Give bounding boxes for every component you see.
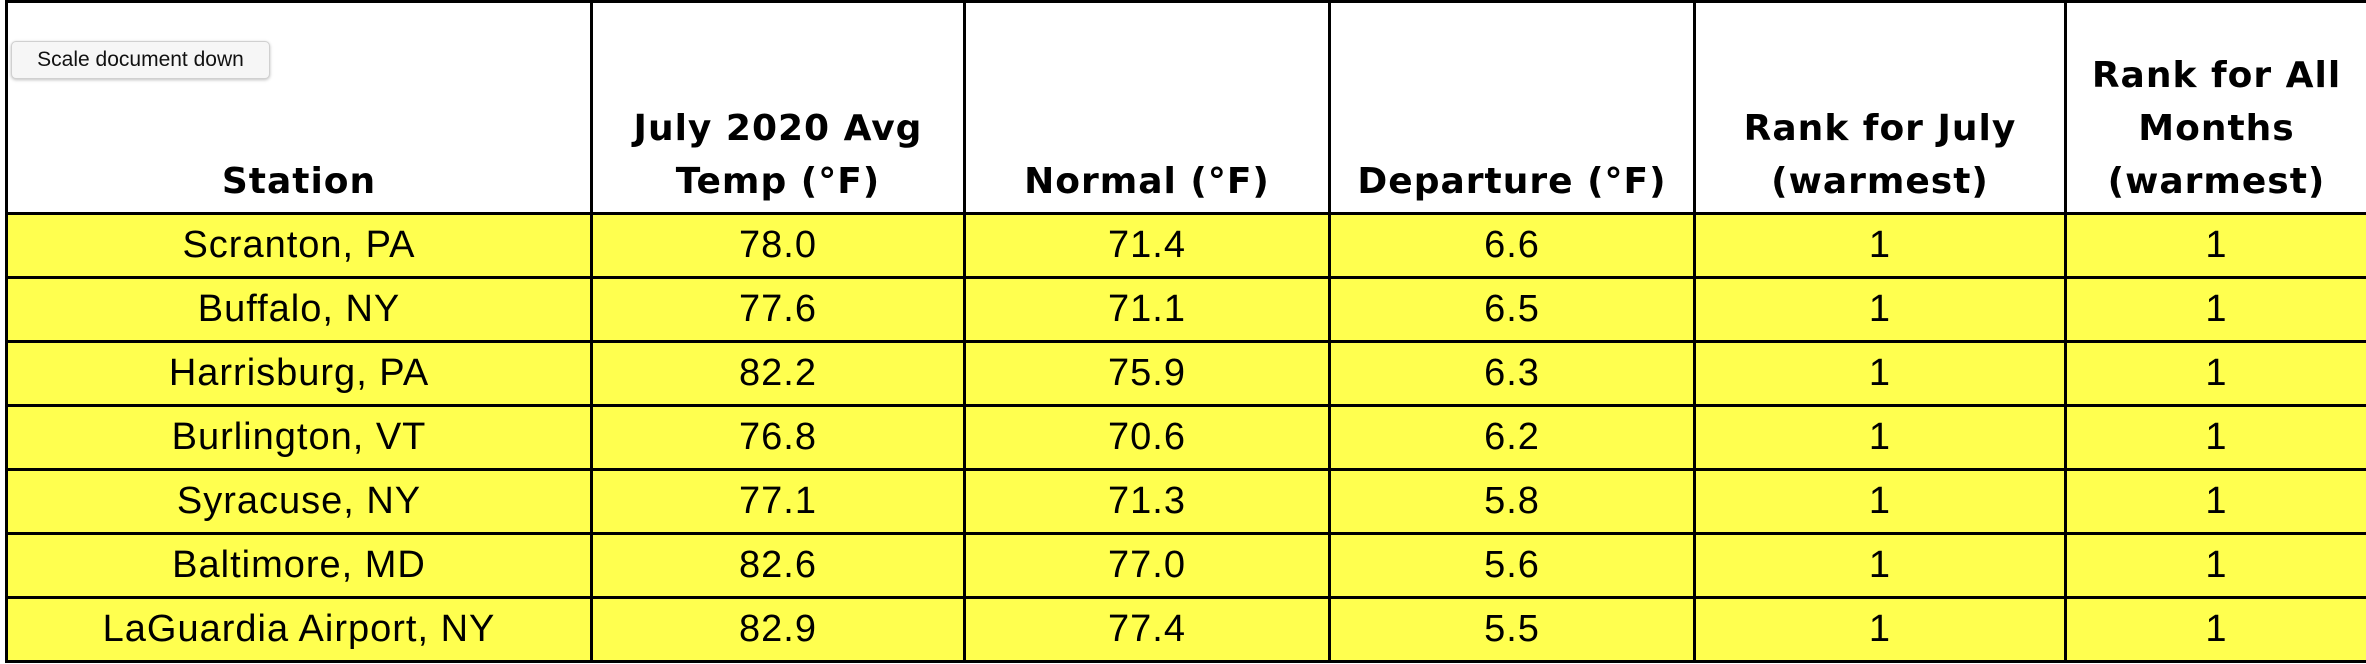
table-cell: 77.1: [590, 468, 966, 535]
table-body: Scranton, PA 78.0 71.4 6.6 1 1 Buffalo, NY 77.6…: [5, 212, 2366, 663]
table-cell: Burlington, VT: [5, 404, 593, 471]
table-row: Buffalo, NY 77.6 71.1 6.5 1 1: [5, 276, 2366, 343]
table-cell: 71.3: [963, 468, 1331, 535]
table-cell: 5.6: [1328, 532, 1696, 599]
table-cell: 5.5: [1328, 596, 1696, 663]
table-cell: 82.2: [590, 340, 966, 407]
scale-button[interactable]: Scale document down: [11, 41, 270, 79]
table-cell: 1: [2064, 468, 2366, 535]
table-cell: Buffalo, NY: [5, 276, 593, 343]
table-cell: 1: [1693, 340, 2067, 407]
table-cell: 70.6: [963, 404, 1331, 471]
table-cell: 1: [1693, 276, 2067, 343]
table-row: Scranton, PA 78.0 71.4 6.6 1 1: [5, 212, 2366, 279]
table-cell: 1: [1693, 596, 2067, 663]
table-cell: 77.0: [963, 532, 1331, 599]
table-cell: Harrisburg, PA: [5, 340, 593, 407]
table-cell: 1: [2064, 212, 2366, 279]
data-table: Station July 2020 Avg Temp (°F) Normal (°F…: [5, 0, 2366, 663]
table-cell: 75.9: [963, 340, 1331, 407]
header-cell: Departure (°F): [1328, 0, 1696, 215]
table-row: Harrisburg, PA 82.2 75.9 6.3 1 1: [5, 340, 2366, 407]
table-cell: Syracuse, NY: [5, 468, 593, 535]
table-cell: 78.0: [590, 212, 966, 279]
table-cell: 6.6: [1328, 212, 1696, 279]
header-cell: Rank for All Months (warmest): [2064, 0, 2366, 215]
header-cell: Normal (°F): [963, 0, 1331, 215]
table-cell: 82.6: [590, 532, 966, 599]
table-cell: 1: [2064, 596, 2366, 663]
table-cell: 6.5: [1328, 276, 1696, 343]
table-cell: 1: [2064, 276, 2366, 343]
header-cell: July 2020 Avg Temp (°F): [590, 0, 966, 215]
table-cell: 1: [1693, 212, 2067, 279]
table-cell: 1: [2064, 404, 2366, 471]
table-row: LaGuardia Airport, NY 82.9 77.4 5.5 1 1: [5, 596, 2366, 663]
table-row: Baltimore, MD 82.6 77.0 5.6 1 1: [5, 532, 2366, 599]
header-cell: Rank for July (warmest): [1693, 0, 2067, 215]
table-cell: 1: [1693, 532, 2067, 599]
table-cell: 82.9: [590, 596, 966, 663]
table-row: Syracuse, NY 77.1 71.3 5.8 1 1: [5, 468, 2366, 535]
table-cell: 1: [2064, 340, 2366, 407]
table-cell: 77.4: [963, 596, 1331, 663]
header-row: Station July 2020 Avg Temp (°F) Normal (°F…: [5, 0, 2366, 215]
table-cell: 6.2: [1328, 404, 1696, 471]
table-cell: 1: [1693, 468, 2067, 535]
header-cell: Station: [5, 0, 593, 215]
table-row: Burlington, VT 76.8 70.6 6.2 1 1: [5, 404, 2366, 471]
table-cell: 71.4: [963, 212, 1331, 279]
table-cell: 71.1: [963, 276, 1331, 343]
table-cell: Baltimore, MD: [5, 532, 593, 599]
table-cell: LaGuardia Airport, NY: [5, 596, 593, 663]
table-cell: 5.8: [1328, 468, 1696, 535]
table-cell: 1: [2064, 532, 2366, 599]
table-cell: 76.8: [590, 404, 966, 471]
table-cell: 77.6: [590, 276, 966, 343]
table-cell: 6.3: [1328, 340, 1696, 407]
table-cell: 1: [1693, 404, 2067, 471]
table-cell: Scranton, PA: [5, 212, 593, 279]
